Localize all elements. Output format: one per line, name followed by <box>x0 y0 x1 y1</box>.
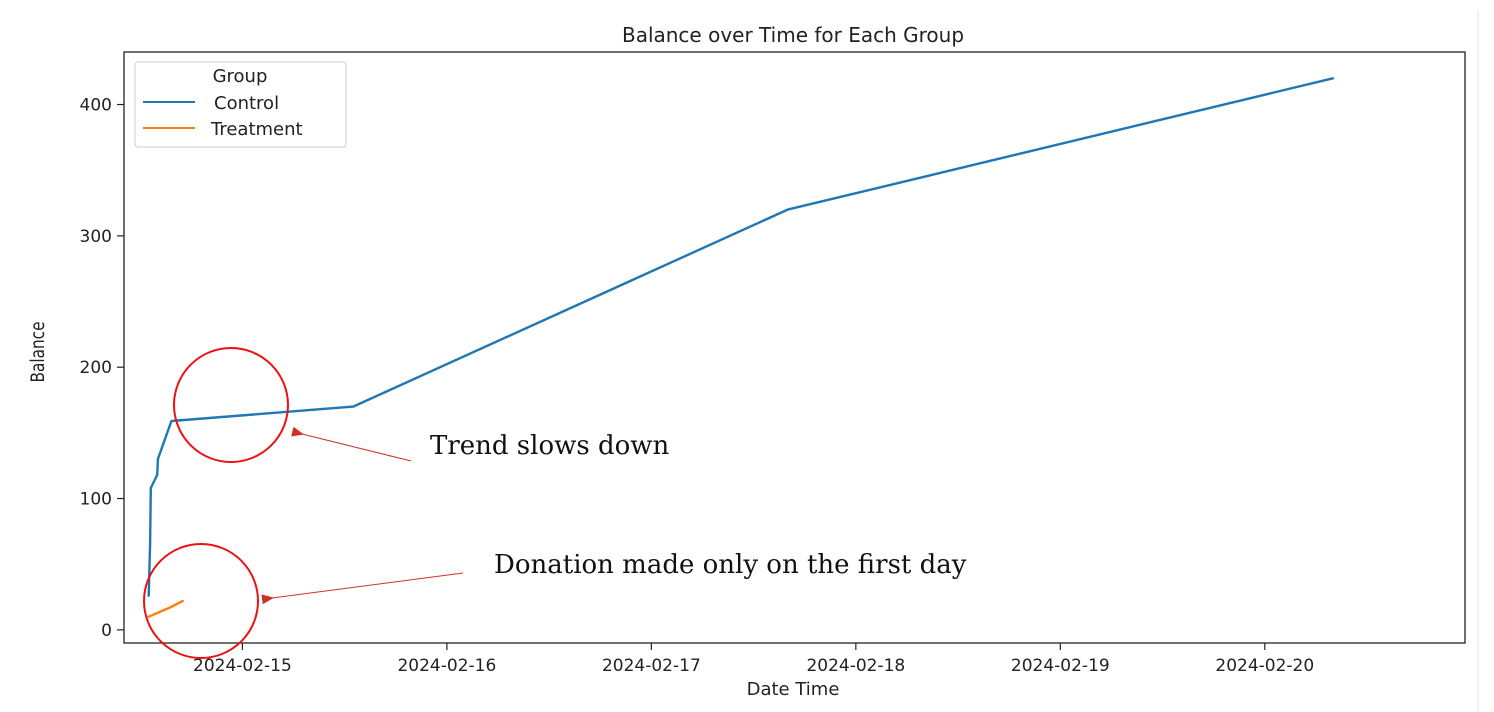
x-tick-label: 2024-02-15 <box>193 656 292 676</box>
annotation-text-treatment: Donation made only on the first day <box>494 550 967 580</box>
x-tick-label: 2024-02-17 <box>602 656 701 676</box>
annotations: Trend slows down Donation made only on t… <box>143 347 967 659</box>
legend-box <box>134 61 347 148</box>
plot-frame <box>123 51 1466 644</box>
x-tick-label: 2024-02-19 <box>1011 656 1110 676</box>
legend-label-treatment: Treatment <box>210 119 303 140</box>
y-tick-label: 100 <box>80 490 112 510</box>
y-tick-label: 200 <box>80 358 112 378</box>
annotation-arrow-plateau <box>291 426 412 462</box>
y-tick-label: 0 <box>101 621 112 641</box>
x-tick-label: 2024-02-16 <box>397 656 496 676</box>
y-axis: 0 100 200 300 400 <box>80 96 124 641</box>
x-tick-label: 2024-02-20 <box>1215 656 1314 676</box>
x-tick-label: 2024-02-18 <box>806 656 905 676</box>
x-axis-label: Date Time <box>747 679 840 700</box>
legend-title: Group <box>213 66 268 87</box>
legend-label-control: Control <box>214 93 279 114</box>
series-line-treatment <box>147 599 185 618</box>
annotation-circle-plateau <box>173 347 289 463</box>
chart-title: Balance over Time for Each Group <box>622 23 964 47</box>
series-layer <box>147 77 1335 618</box>
legend: Group Control Treatment <box>134 61 347 148</box>
y-axis-label: Balance <box>28 321 50 382</box>
annotation-circle-treatment <box>143 543 259 659</box>
x-axis: 2024-02-15 2024-02-16 2024-02-17 2024-02-18… <box>193 643 1314 676</box>
annotation-text-plateau: Trend slows down <box>430 431 670 461</box>
y-tick-label: 400 <box>80 96 112 116</box>
series-line-control <box>147 77 1335 597</box>
annotation-arrow-treatment <box>261 572 464 605</box>
y-tick-label: 300 <box>80 227 112 247</box>
